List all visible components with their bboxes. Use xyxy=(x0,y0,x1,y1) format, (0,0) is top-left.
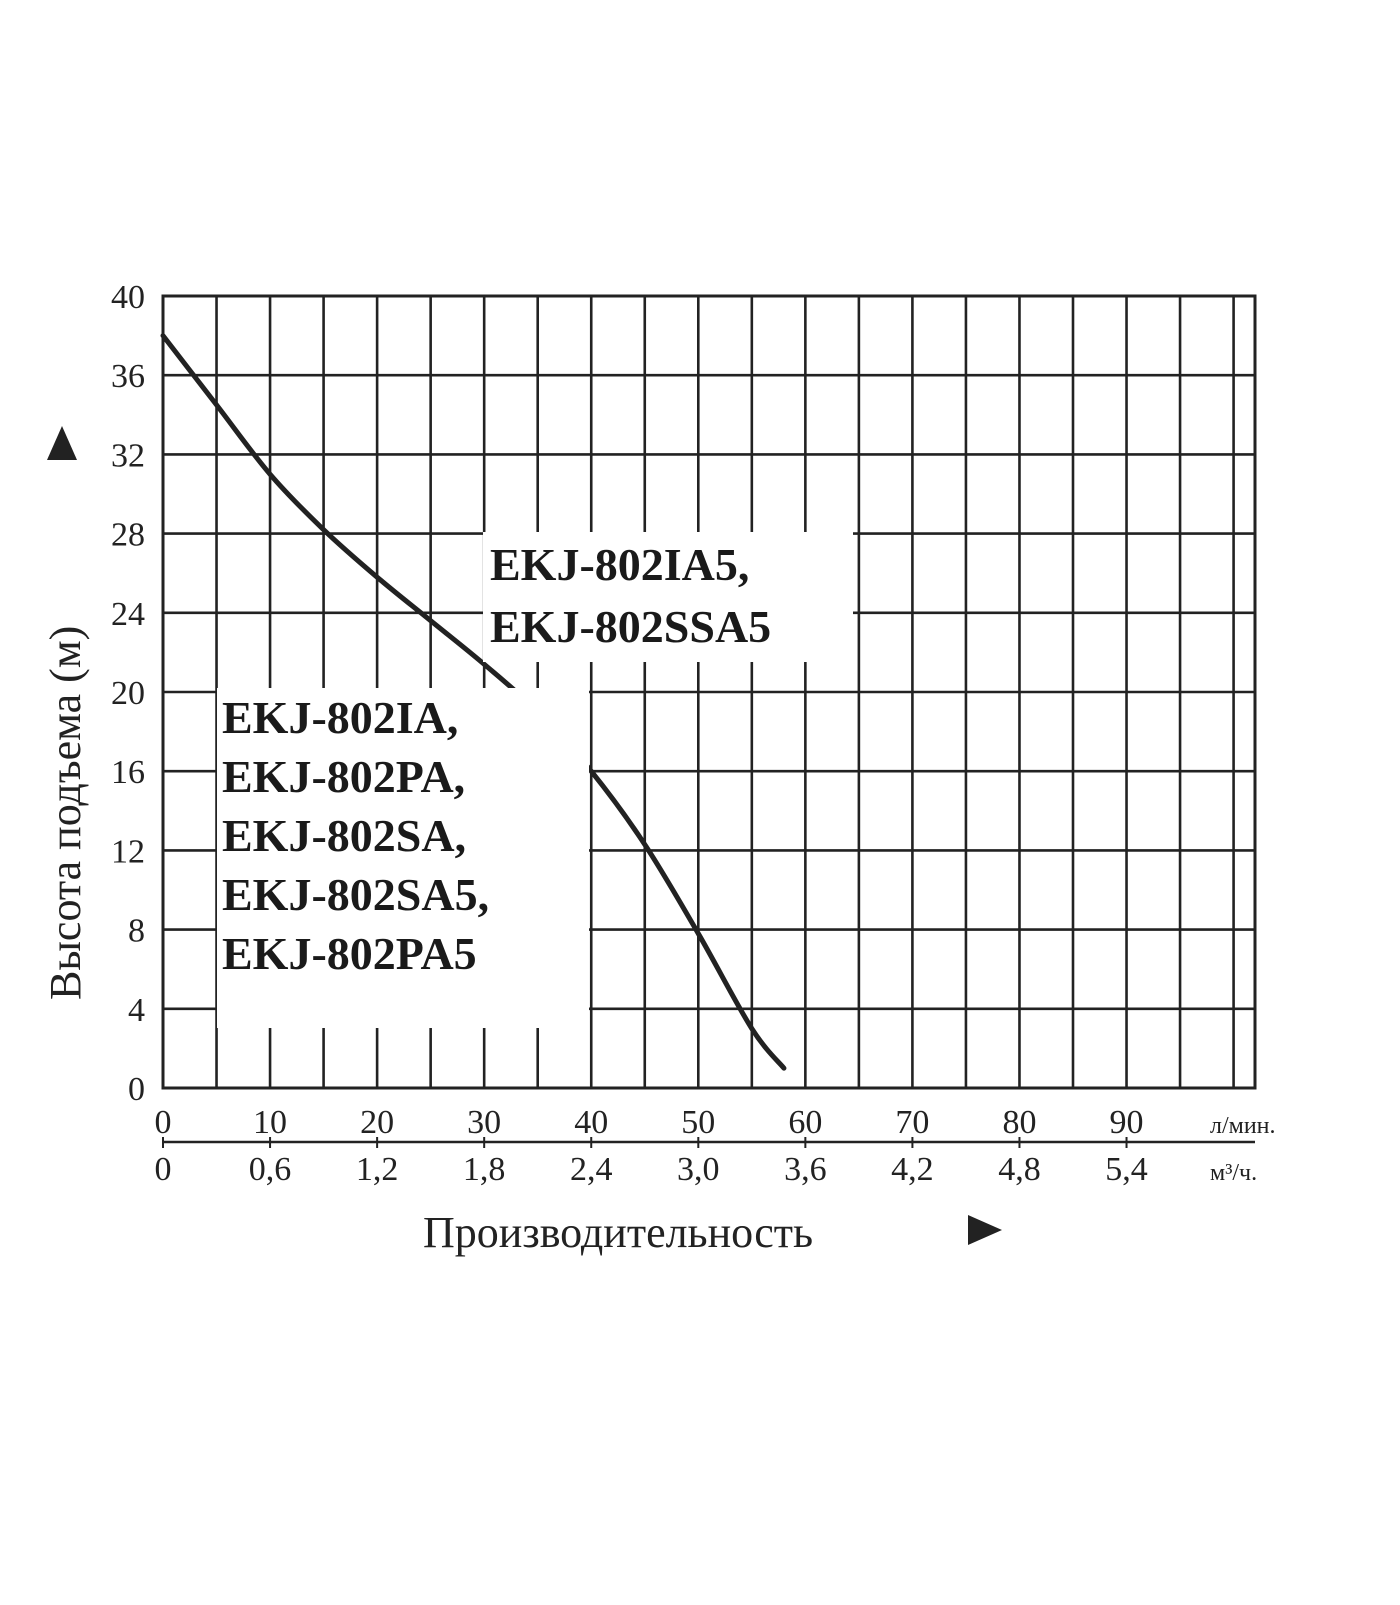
series-layer xyxy=(160,333,787,1071)
x-tick-label-m3h: 4,2 xyxy=(891,1151,934,1188)
x-tick-label-m3h: 1,8 xyxy=(463,1151,506,1188)
x-tick-label-m3h: 5,4 xyxy=(1105,1151,1148,1188)
x-tick-label-m3h: 0 xyxy=(155,1151,172,1188)
x-unit-lpm: л/мин. xyxy=(1210,1113,1276,1139)
annotation-backdrop xyxy=(483,532,853,662)
x-tick-label-lpm: 20 xyxy=(360,1104,394,1141)
y-tick-label: 28 xyxy=(111,517,145,554)
y-tick-label: 8 xyxy=(128,913,145,950)
annotation-backdrop xyxy=(217,688,589,1028)
x-tick-label-m3h: 3,6 xyxy=(784,1151,827,1188)
y-tick-label: 24 xyxy=(111,596,145,633)
y-tick-label: 12 xyxy=(111,833,145,870)
x-tick-label-m3h: 3,0 xyxy=(677,1151,720,1188)
x-tick-label-lpm: 60 xyxy=(788,1104,822,1141)
y-tick-label: 32 xyxy=(111,437,145,474)
plot-frame xyxy=(161,294,1257,1090)
y-tick-labels: 0 4 8 12 16 20 24 28 32 36 40 xyxy=(111,279,145,1108)
x-tick-label-lpm: 50 xyxy=(681,1104,715,1141)
y-tick-label: 36 xyxy=(111,358,145,395)
x-tick-label-lpm: 80 xyxy=(1002,1104,1036,1141)
model-label: EKJ-802SA5, xyxy=(222,869,489,920)
x-unit-m3h: м³/ч. xyxy=(1210,1160,1257,1186)
x-tick-label-lpm: 0 xyxy=(155,1104,172,1141)
y-tick-label: 16 xyxy=(111,754,145,791)
model-label: EKJ-802SSA5 xyxy=(490,601,771,652)
model-annotations: EKJ-802IA5, EKJ-802SSA5 EKJ-802IA, EKJ-802P… xyxy=(217,532,853,1028)
x-tick-label-m3h: 1,2 xyxy=(356,1151,399,1188)
y-axis-arrow-icon xyxy=(47,426,77,460)
x-tick-label-lpm: 40 xyxy=(574,1104,608,1141)
model-label: EKJ-802PA5 xyxy=(222,928,477,979)
x-tick-label-lpm: 30 xyxy=(467,1104,501,1141)
x-tick-labels: 0 10 20 30 40 50 60 70 80 90 0 0,6 1,2 1,8 2,4 3,0 3,6 4,… xyxy=(155,1104,1148,1188)
x-tick-label-m3h: 0,6 xyxy=(249,1151,292,1188)
model-label: EKJ-802IA, xyxy=(222,692,458,743)
pump-curve-line xyxy=(160,333,787,1071)
x-axis-arrow-icon xyxy=(968,1215,1002,1245)
y-tick-label: 40 xyxy=(111,279,145,316)
x-tick-label-m3h: 4,8 xyxy=(998,1151,1041,1188)
model-label: EKJ-802SA, xyxy=(222,810,466,861)
x-tick-label-m3h: 2,4 xyxy=(570,1151,613,1188)
grid xyxy=(161,294,1257,1148)
x-tick-label-lpm: 90 xyxy=(1110,1104,1144,1141)
y-tick-label: 4 xyxy=(128,992,145,1029)
model-label: EKJ-802PA, xyxy=(222,751,465,802)
x-axis-title: Производительность xyxy=(423,1208,813,1257)
x-tick-label-lpm: 10 xyxy=(253,1104,287,1141)
y-tick-label: 20 xyxy=(111,675,145,712)
x-tick-label-lpm: 70 xyxy=(895,1104,929,1141)
model-label: EKJ-802IA5, xyxy=(490,539,749,590)
y-axis-title: Высота подъема (м) xyxy=(41,626,90,1000)
y-tick-label: 0 xyxy=(128,1071,145,1108)
